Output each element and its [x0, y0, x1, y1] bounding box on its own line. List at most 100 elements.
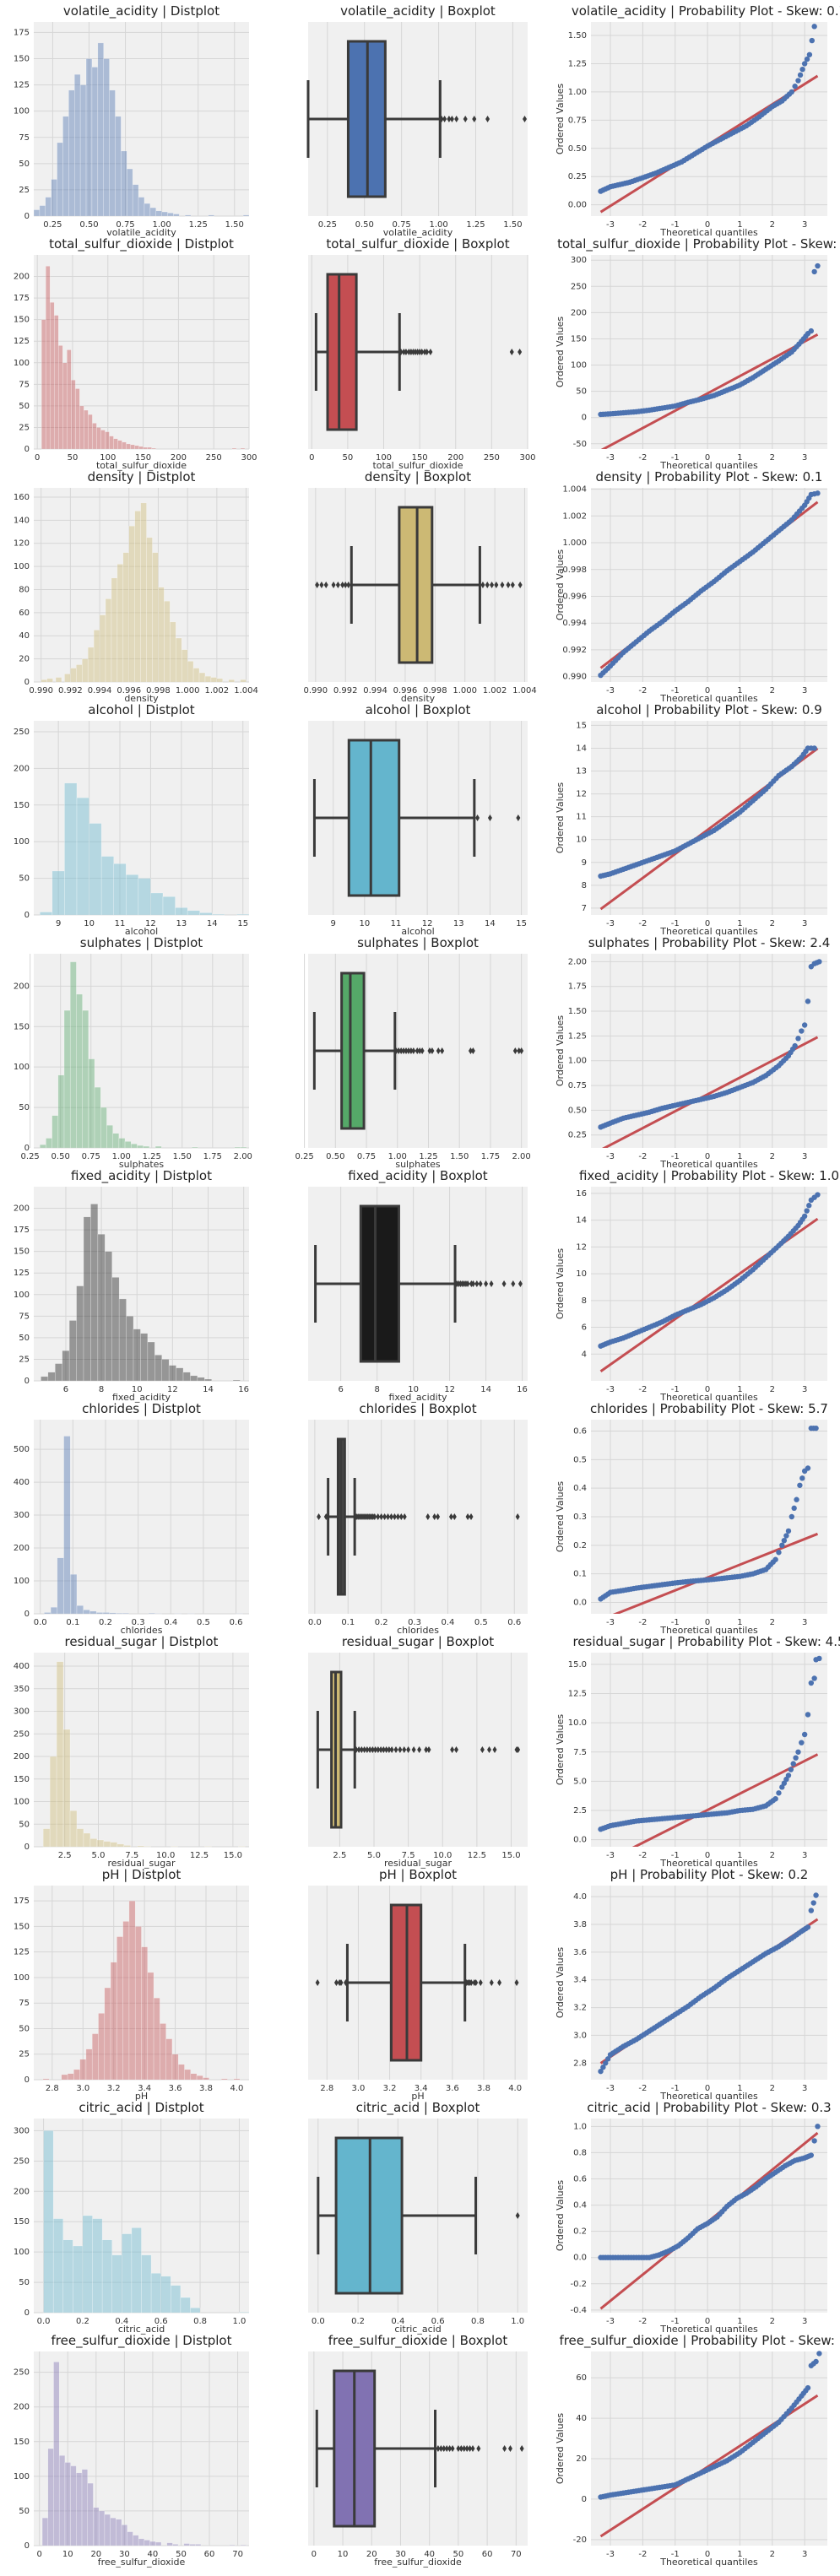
x-tick-label: 6 [63, 1385, 68, 1394]
histogram-bar [118, 1138, 126, 1149]
x-axis-label: Theoretical quantiles [659, 460, 758, 471]
outlier-marker [415, 349, 420, 355]
outlier-marker [406, 1746, 411, 1753]
y-tick-label: 50 [576, 387, 587, 397]
histogram-bar [91, 2033, 99, 2081]
x-tick-label: 0.4 [164, 1618, 177, 1627]
outlier-marker [411, 1746, 416, 1753]
outlier-marker [517, 1047, 522, 1054]
y-tick-label: 50 [19, 2507, 30, 2516]
y-tick-label: 1.25 [568, 1031, 587, 1041]
histogram-bar [220, 2078, 228, 2081]
histogram-bar [100, 856, 114, 916]
outlier-marker [425, 1513, 431, 1520]
qq-point [813, 1892, 819, 1898]
histogram-bar [144, 2540, 150, 2546]
y-tick-label: 50 [19, 2024, 30, 2033]
x-tick-label: 0 [705, 1851, 710, 1860]
qq-point [799, 66, 805, 73]
panel-background [591, 721, 827, 915]
outlier-marker [452, 1513, 457, 1520]
histogram-bar [99, 614, 106, 683]
y-tick-label: 12 [576, 790, 587, 799]
x-tick-label: 5.0 [92, 1851, 106, 1860]
qq-point [792, 1042, 798, 1049]
histogram-bar [83, 1216, 91, 1382]
y-tick-label: 200 [14, 2403, 30, 2412]
x-axis-label: Theoretical quantiles [659, 693, 758, 704]
outlier-marker [511, 1280, 516, 1287]
histogram-bar [140, 1333, 149, 1382]
y-tick-label: 0.994 [562, 619, 587, 628]
outlier-marker [376, 1513, 381, 1520]
x-tick-label: 12 [444, 1385, 455, 1394]
x-tick-label: -1 [671, 1152, 680, 1161]
y-tick-label: 4 [582, 1350, 587, 1359]
x-tick-label: 1.75 [203, 1152, 222, 1161]
distplot-residual_sugar: 2.5 5.0 7.5 10.0 12.5 15.0 0 50 100 150 200 250 300 3… [14, 1634, 249, 1869]
histogram-bar [192, 668, 200, 683]
histogram-bar [43, 2130, 54, 2314]
x-tick-label: 300 [241, 453, 257, 463]
histogram-bar [57, 1074, 65, 1149]
x-axis-label: citric_acid [394, 2324, 441, 2335]
x-tick-label: 0 [705, 2084, 710, 2093]
histogram-bar [68, 1320, 77, 1382]
x-tick-label: 1.004 [512, 686, 537, 695]
x-tick-label: 2.00 [234, 1152, 252, 1161]
outlier-marker [512, 1047, 518, 1054]
outlier-marker [502, 2445, 507, 2452]
x-tick-label: 250 [206, 453, 222, 463]
histogram-bar [173, 214, 180, 217]
y-tick-label: 1.004 [562, 485, 587, 495]
y-tick-label: 0 [24, 2075, 30, 2085]
qq-point [801, 61, 808, 67]
histogram-bar [58, 2454, 66, 2546]
histogram-bar [53, 2362, 60, 2546]
x-axis-label: free_sulfur_dioxide [98, 2557, 186, 2568]
histogram-bar [117, 440, 122, 450]
histogram-bar [198, 672, 206, 683]
x-tick-label: 2.8 [46, 2084, 59, 2093]
x-tick-label: -2 [638, 1618, 647, 1627]
outlier-marker [424, 1746, 429, 1753]
outlier-marker [415, 1047, 420, 1054]
y-tick-label: 3.0 [573, 2031, 587, 2040]
fit-line [600, 333, 819, 449]
y-tick-label: 25 [19, 1355, 30, 1364]
x-tick-label: -3 [606, 1152, 615, 1161]
x-tick-label: 0.996 [117, 686, 141, 695]
histogram-bar [83, 1610, 90, 1615]
x-axis-label: citric_acid [118, 2324, 165, 2335]
x-tick-label: 11 [391, 919, 402, 928]
y-tick-label: 1.0 [573, 2122, 587, 2131]
outlier-marker [393, 1047, 398, 1054]
y-tick-label: 60 [576, 2373, 587, 2383]
x-tick-label: 3 [802, 1152, 807, 1161]
distplot-title: fixed_acidity | Distplot [71, 1168, 212, 1184]
outlier-marker [392, 1513, 397, 1520]
y-tick-label: 0.4 [573, 2201, 587, 2211]
histogram-bar [128, 525, 135, 683]
histogram-bar [64, 674, 71, 683]
y-tick-label: 300 [14, 1707, 30, 1717]
histogram-bar [134, 445, 139, 450]
probplot-residual_sugar: -3 -2 -1 0 1 2 3 0.0 2.5 5.0 7.5 10.0 12.5 15.0 residu… [555, 1634, 840, 1869]
x-tick-label: 1 [737, 1618, 742, 1627]
y-tick-label: 0.992 [562, 646, 587, 655]
x-tick-label: -2 [638, 1152, 647, 1161]
x-tick-label: 0.25 [295, 1152, 313, 1161]
x-tick-label: 1 [737, 453, 742, 463]
row-free_sulfur_dioxide: 0 10 20 30 40 50 60 70050100150200250free_sulfu… [14, 2333, 840, 2568]
qq-point [816, 2351, 822, 2357]
histogram-bar [242, 214, 250, 217]
histogram-bar [117, 564, 124, 683]
probplot-citric_acid: -3 -2 -1 0 1 2 3 -0.4 -0.2 0.0 0.2 0.4 0.6 0.8 1.0citr… [555, 2100, 832, 2335]
histogram-bar [131, 1143, 138, 1149]
qq-point [776, 1550, 782, 1556]
x-tick-label: 20 [90, 2550, 101, 2559]
x-tick-label: 1.50 [173, 1152, 192, 1161]
x-tick-label: 13 [453, 919, 464, 928]
y-tick-label: 0.996 [562, 592, 587, 601]
outlier-marker [462, 2445, 467, 2452]
